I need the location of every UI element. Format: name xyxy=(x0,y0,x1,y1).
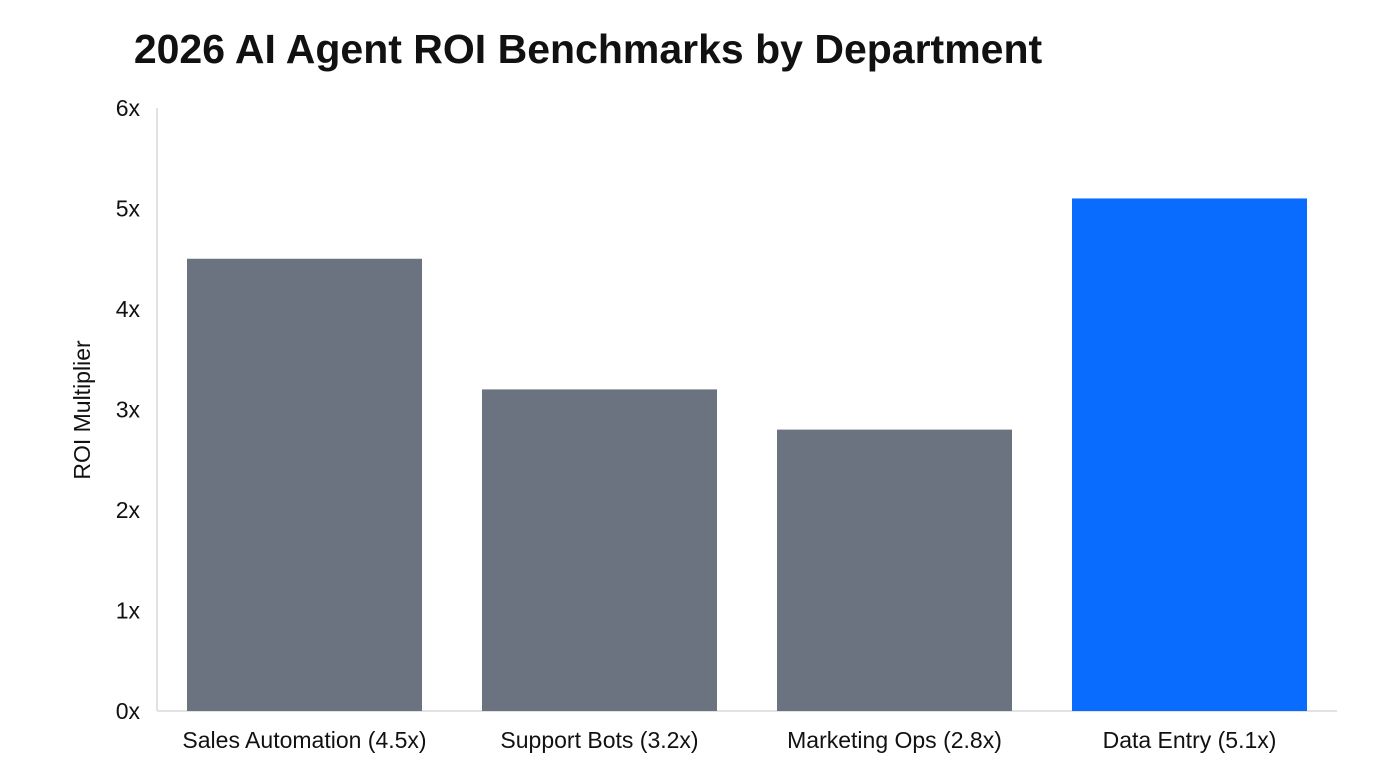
y-tick-label: 3x xyxy=(116,397,141,423)
y-tick-label: 5x xyxy=(116,196,141,222)
bar xyxy=(187,258,422,711)
y-axis-label: ROI Multiplier xyxy=(69,340,95,480)
y-tick-label: 2x xyxy=(116,497,141,523)
x-tick-label: Support Bots (3.2x) xyxy=(500,727,698,753)
y-tick-label: 6x xyxy=(116,95,141,121)
x-tick-label: Sales Automation (4.5x) xyxy=(182,727,426,753)
bar xyxy=(482,389,717,711)
y-tick-label: 1x xyxy=(116,598,141,624)
x-tick-label: Marketing Ops (2.8x) xyxy=(787,727,1002,753)
x-tick-label: Data Entry (5.1x) xyxy=(1103,727,1277,753)
y-tick-label: 0x xyxy=(116,698,141,724)
y-tick-label: 4x xyxy=(116,296,141,322)
bar xyxy=(1072,198,1307,711)
chart-title: 2026 AI Agent ROI Benchmarks by Departme… xyxy=(133,26,1043,72)
bar xyxy=(777,429,1012,711)
